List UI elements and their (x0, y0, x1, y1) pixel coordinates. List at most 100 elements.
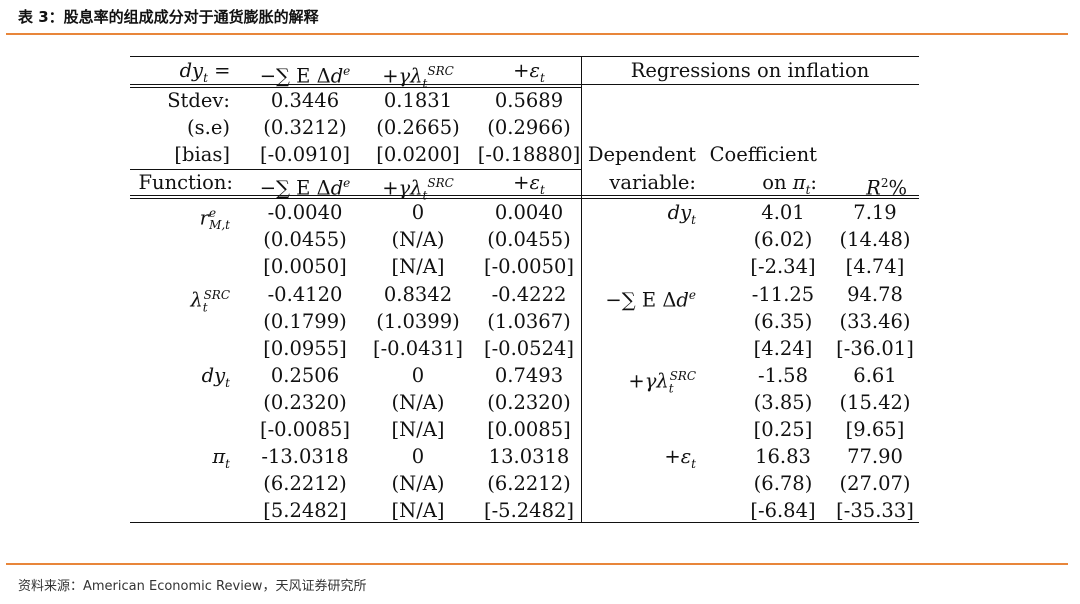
table-cell: -0.4120 (267, 283, 343, 306)
table-cell: (6.02) (753, 228, 813, 251)
table-cell: [N/A] (391, 418, 445, 441)
table-cell: [-0.0085] (259, 418, 351, 441)
stat-label: Stdev: (167, 89, 230, 112)
source-note: 资料来源：American Economic Review，天风证券研究所 (18, 579, 367, 594)
table-caption: 表 3：股息率的组成成分对于通货膨胀的解释 (18, 8, 319, 26)
table-cell: 4.01 (761, 201, 805, 224)
table-cell: 0 (411, 445, 425, 468)
header-dy: dyt = (179, 59, 231, 85)
stat-value: [0.0200] (376, 143, 460, 166)
table-cell: [0.25] (753, 418, 813, 441)
row-label-r-market: reM,t (199, 206, 230, 233)
table-cell: 6.61 (853, 364, 897, 387)
table-cell: [-0.0050] (483, 255, 575, 278)
subheader-rule-top (130, 169, 581, 170)
subheader-epsilon: +εt (513, 171, 545, 197)
dep-label-sum-dd: −∑ E Δde (605, 288, 696, 312)
table-cell: (0.0455) (487, 228, 571, 251)
table-cell: -13.0318 (261, 445, 349, 468)
row-label-lambda-src: λtSRC (190, 288, 230, 315)
table-cell: [-0.0524] (483, 337, 575, 360)
stat-value: 0.3446 (270, 89, 340, 112)
subheader-r2: R2% (866, 176, 907, 200)
dep-label-epsilon: +εt (664, 445, 696, 471)
table-cell: -11.25 (751, 283, 815, 306)
header-regressions: Regressions on inflation (630, 59, 870, 82)
table-top-border (130, 56, 919, 57)
table-cell: (0.1799) (263, 310, 347, 333)
subheader-dependent: Dependent (587, 143, 696, 166)
table-cell: [-35.33] (836, 499, 914, 522)
table-cell: (N/A) (391, 391, 445, 414)
stat-value: (0.2966) (487, 116, 571, 139)
table-cell: (15.42) (839, 391, 911, 414)
table-cell: [-2.34] (750, 255, 816, 278)
subheader-function: Function: (138, 171, 233, 194)
table-cell: 16.83 (755, 445, 811, 468)
table-cell: (N/A) (391, 228, 445, 251)
table-cell: (1.0367) (487, 310, 571, 333)
row-label-pi: πt (212, 445, 230, 471)
stat-value: 0.5689 (494, 89, 564, 112)
stat-value: [-0.0910] (259, 143, 351, 166)
table-cell: [4.24] (753, 337, 813, 360)
subheader-on-pi: on πt: (762, 171, 817, 197)
row-label-dy: dyt (201, 364, 230, 390)
table-cell: [-5.2482] (483, 499, 575, 522)
table-cell: -0.4222 (491, 283, 567, 306)
header-sum-dd: −∑ E Δde (259, 64, 351, 88)
dep-label-dy: dyt (667, 201, 696, 227)
table-cell: (1.0399) (376, 310, 460, 333)
subheader-rule-bottom-1 (130, 195, 919, 196)
subheader-gamma-lambda: +γλtSRC (382, 176, 454, 203)
table-cell: 7.19 (853, 201, 897, 224)
header-epsilon: +εt (513, 59, 545, 85)
header-gamma-lambda: +γλtSRC (382, 64, 454, 91)
table-cell: 13.0318 (488, 445, 570, 468)
subheader-coefficient: Coefficient (709, 143, 817, 166)
table-cell: (3.85) (753, 391, 813, 414)
column-divider (581, 56, 582, 522)
table-cell: 0.2506 (270, 364, 340, 387)
subheader-variable: variable: (609, 171, 696, 194)
table-cell: [N/A] (391, 255, 445, 278)
stat-value: [-0.18880] (477, 143, 581, 166)
table-cell: (0.0455) (263, 228, 347, 251)
subheader-sum-dd: −∑ E Δde (259, 176, 351, 200)
stat-label: [bias] (174, 143, 230, 166)
bottom-rule (6, 563, 1068, 565)
table-cell: 0.8342 (383, 283, 453, 306)
table-cell: (6.2212) (487, 472, 571, 495)
table-cell: 77.90 (847, 445, 903, 468)
table-cell: [N/A] (391, 499, 445, 522)
table-cell: -0.0040 (267, 201, 343, 224)
subheader-rule-bottom-2 (130, 198, 919, 199)
table-cell: [-0.0431] (372, 337, 464, 360)
table-cell: 0.7493 (494, 364, 564, 387)
table-cell: [4.74] (845, 255, 905, 278)
table-cell: [0.0085] (487, 418, 571, 441)
table-cell: 0.0040 (494, 201, 564, 224)
stat-value: (0.3212) (263, 116, 347, 139)
table-cell: (14.48) (839, 228, 911, 251)
table-cell: [9.65] (845, 418, 905, 441)
stat-label: (s.e) (187, 116, 230, 139)
table-cell: [-36.01] (836, 337, 914, 360)
table-cell: (0.2320) (487, 391, 571, 414)
table-cell: (33.46) (839, 310, 911, 333)
table-cell: (6.35) (753, 310, 813, 333)
table-cell: (N/A) (391, 472, 445, 495)
table-cell: (27.07) (839, 472, 911, 495)
table-cell: 0 (411, 364, 425, 387)
table-cell: [-6.84] (750, 499, 816, 522)
table-cell: (0.2320) (263, 391, 347, 414)
stat-value: 0.1831 (383, 89, 453, 112)
table-bottom-border (130, 522, 919, 523)
header-rule-1 (130, 84, 919, 85)
table-cell: [5.2482] (263, 499, 347, 522)
table-cell: [0.0955] (263, 337, 347, 360)
table-cell: 0 (411, 201, 425, 224)
table-cell: -1.58 (757, 364, 809, 387)
stat-value: (0.2665) (376, 116, 460, 139)
